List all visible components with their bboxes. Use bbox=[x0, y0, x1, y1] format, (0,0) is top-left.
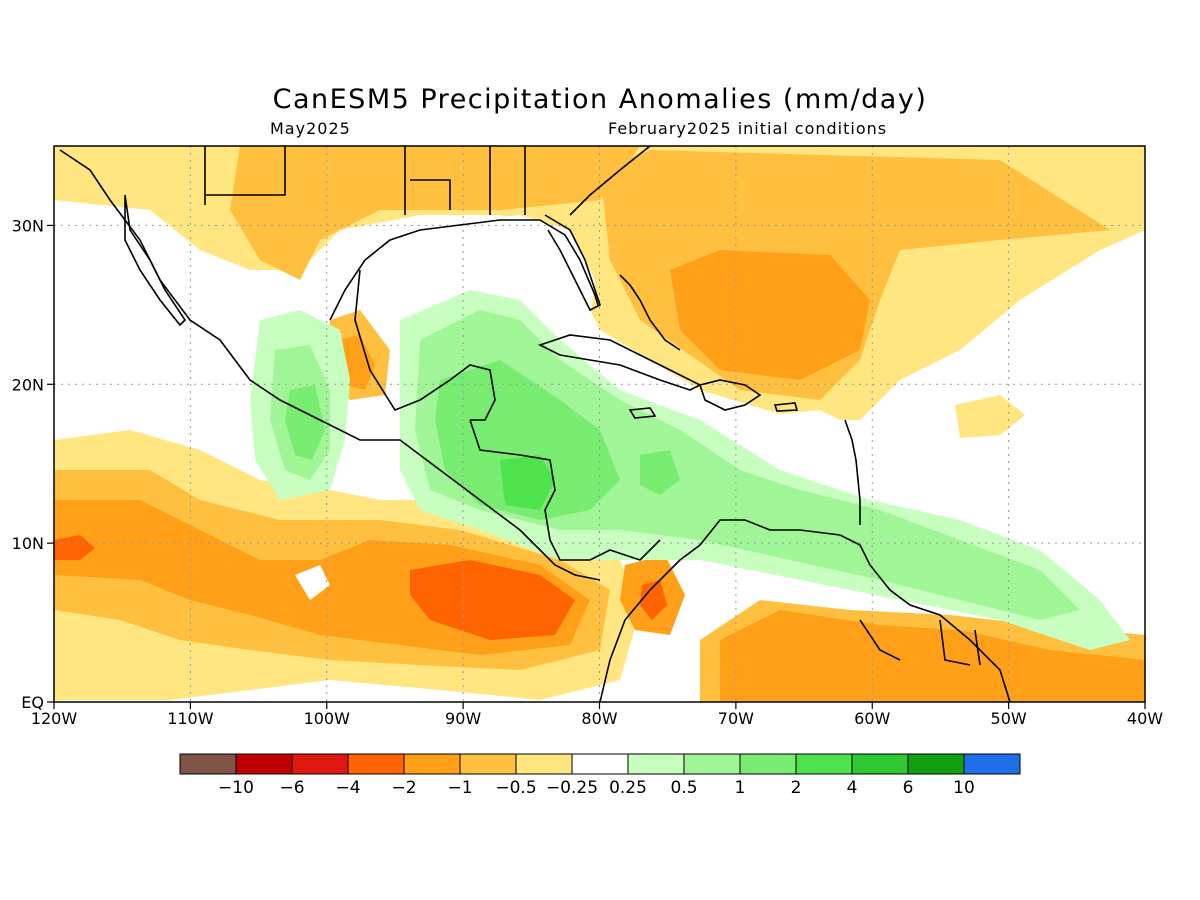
lat-tick-label: EQ bbox=[21, 693, 44, 712]
south-america-north-coast bbox=[599, 519, 1011, 702]
colorbar-swatch bbox=[515, 753, 573, 775]
mexico-pacific-coast bbox=[59, 149, 601, 581]
lon-tick-label: 100W bbox=[304, 709, 351, 728]
wet-caribbean-east-core bbox=[640, 450, 680, 495]
wet-central-america-core bbox=[285, 385, 325, 460]
colorbar-label: −2 bbox=[391, 778, 416, 798]
colorbar-swatch bbox=[963, 753, 1021, 775]
lat-tick-label: 20N bbox=[12, 375, 44, 394]
lon-tick-label: 90W bbox=[445, 709, 481, 728]
jamaica bbox=[628, 407, 657, 419]
dry-atlantic-core bbox=[670, 250, 870, 380]
dry-panama-core bbox=[640, 580, 667, 620]
colorbar-swatch bbox=[571, 753, 629, 775]
florida bbox=[544, 214, 601, 312]
lat-tick-label: 10N bbox=[12, 534, 44, 553]
initial-conditions: February2025 initial conditions bbox=[608, 119, 888, 138]
colorbar-swatch bbox=[739, 753, 797, 775]
lon-tick-label: 50W bbox=[991, 709, 1027, 728]
coastlines bbox=[59, 146, 1011, 702]
lon-tick-label: 70W bbox=[718, 709, 754, 728]
gridlines bbox=[54, 146, 1145, 702]
puerto-rico bbox=[773, 402, 799, 412]
lesser-antilles bbox=[844, 419, 861, 525]
lon-tick-label: 40W bbox=[1127, 709, 1163, 728]
neutral-lesser-antilles bbox=[720, 410, 880, 470]
us-state-borders bbox=[204, 146, 526, 215]
colorbar-swatch bbox=[627, 753, 685, 775]
colorbar-label: 0.5 bbox=[670, 778, 697, 798]
colorbar-label: −0.25 bbox=[546, 778, 598, 798]
dry-east-pacific-peak bbox=[410, 560, 575, 640]
cuba bbox=[537, 334, 702, 391]
colorbar-label: 0.25 bbox=[609, 778, 647, 798]
dry-atlantic-patch bbox=[955, 395, 1025, 438]
colorbar-label: 2 bbox=[791, 778, 802, 798]
colorbar-swatch bbox=[347, 753, 405, 775]
wet-caribbean-mid bbox=[415, 310, 1080, 620]
colorbar-swatch bbox=[795, 753, 853, 775]
mexico-gulf-coast bbox=[354, 269, 496, 421]
axes: 120W 110W 100W 90W 80W 70W 60W 50W 40W EQ 10N 20N 30… bbox=[12, 216, 1164, 728]
baja-california bbox=[124, 194, 187, 327]
colorbar-swatch bbox=[907, 753, 965, 775]
guiana-borders bbox=[859, 619, 981, 666]
colorbar: −10 −6 −4 −2 −1 −0.5 −0.25 0.25 0.5 1 2 4 6 10 bbox=[179, 753, 1021, 798]
lat-tick-label: 30N bbox=[12, 216, 44, 235]
neutral-pacific-island bbox=[295, 565, 330, 600]
colorbar-swatch bbox=[683, 753, 741, 775]
chart-title: CanESM5 Precipitation Anomalies (mm/day) bbox=[272, 84, 928, 115]
colorbar-swatch bbox=[459, 753, 517, 775]
lon-tick-label: 60W bbox=[854, 709, 890, 728]
colorbar-swatch bbox=[851, 753, 909, 775]
dry-north-core bbox=[230, 146, 640, 280]
colorbar-label: −10 bbox=[218, 778, 254, 798]
colorbar-label: 6 bbox=[903, 778, 914, 798]
colorbar-label: −1 bbox=[447, 778, 472, 798]
forecast-month: May2025 bbox=[270, 119, 351, 138]
colorbar-swatch bbox=[403, 753, 461, 775]
colorbar-label: −0.5 bbox=[495, 778, 536, 798]
hispaniola bbox=[698, 379, 762, 411]
colorbar-label: 4 bbox=[847, 778, 858, 798]
dry-pacific-peak-west bbox=[54, 535, 95, 560]
dry-south-america-core bbox=[720, 610, 1145, 702]
colorbar-swatch bbox=[179, 753, 237, 775]
colorbar-label: 10 bbox=[953, 778, 975, 798]
wet-caribbean-core bbox=[435, 360, 620, 520]
lon-tick-label: 80W bbox=[581, 709, 617, 728]
lon-tick-label: 120W bbox=[31, 709, 78, 728]
colorbar-label: −4 bbox=[335, 778, 360, 798]
central-america-caribbean bbox=[469, 419, 661, 561]
colorbar-label: 1 bbox=[735, 778, 746, 798]
lon-tick-label: 110W bbox=[167, 709, 214, 728]
neutral-gulf bbox=[340, 215, 595, 330]
colorbar-swatch bbox=[235, 753, 293, 775]
wet-honduras-core bbox=[500, 455, 555, 510]
gulf-coast bbox=[329, 219, 599, 321]
colorbar-label: −6 bbox=[279, 778, 304, 798]
colorbar-swatch bbox=[291, 753, 349, 775]
us-atlantic-coast bbox=[569, 146, 651, 216]
anomaly-field bbox=[54, 146, 1145, 702]
bahamas bbox=[619, 274, 681, 351]
